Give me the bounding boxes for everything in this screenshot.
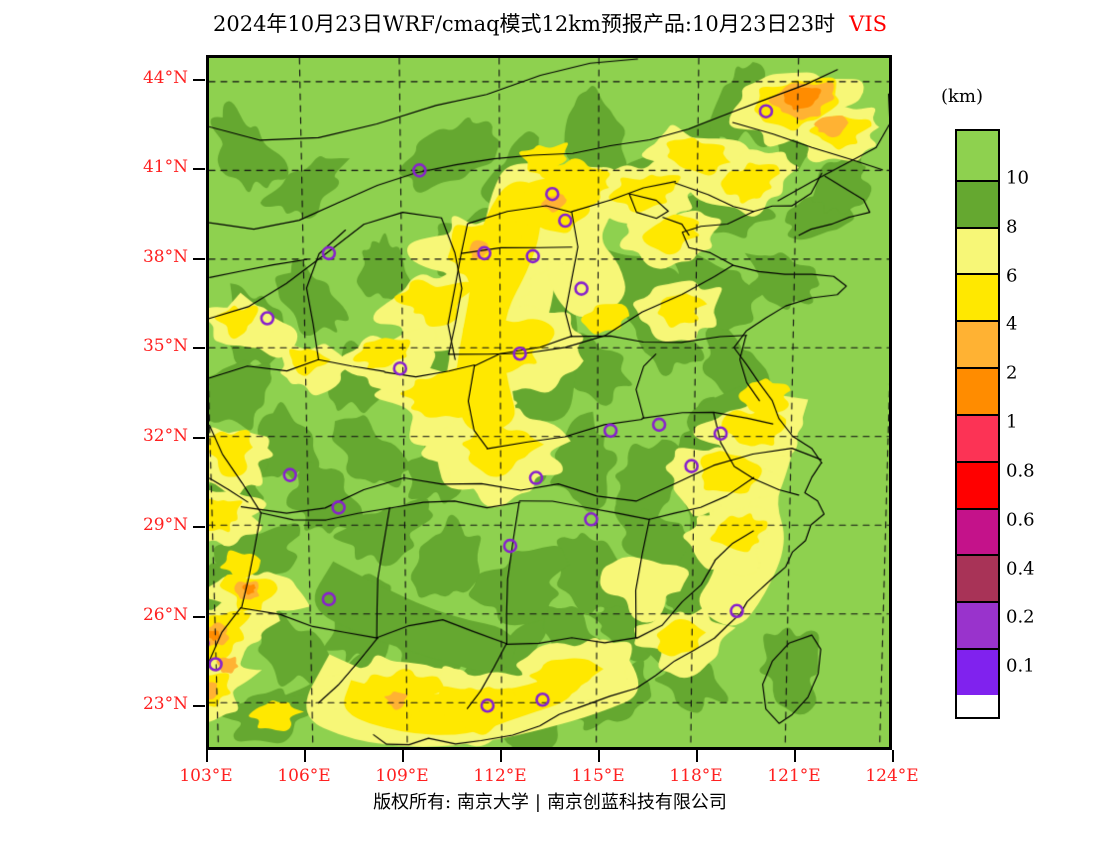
lat-tick-mark: [193, 526, 205, 529]
lon-tick-label: 106°E: [277, 766, 331, 786]
colorbar-tick-label: 1: [1006, 411, 1018, 433]
footer-copyright-text: 版权所有: 南京大学: [373, 792, 529, 813]
colorbar-band: [957, 367, 998, 414]
footer-copyright: 版权所有: 南京大学 | 南京创蓝科技有限公司: [0, 788, 1100, 814]
lat-tick-label: 23°N: [142, 694, 188, 715]
colorbar-band: [957, 460, 998, 508]
lat-tick-label: 26°N: [142, 604, 188, 625]
colorbar-band: [957, 648, 998, 695]
colorbar-band: [957, 507, 998, 555]
colorbar-tick-label: 0.6: [1006, 509, 1035, 531]
lat-tick-mark: [193, 705, 205, 708]
lon-tick-mark: [500, 750, 502, 762]
lon-tick-mark: [892, 750, 894, 762]
page-title: 2024年10月23日WRF/cmaq模式12km预报产品:10月23日23时 V…: [0, 8, 1100, 38]
colorbar-unit-label: (km): [941, 86, 984, 107]
colorbar-tick-label: 4: [1006, 313, 1018, 335]
colorbar-tick-label: 6: [1006, 265, 1018, 286]
lat-tick-label: 29°N: [142, 515, 188, 536]
colorbar-band: [957, 273, 998, 321]
lat-tick-mark: [193, 257, 205, 260]
colorbar-band: [957, 413, 998, 461]
colorbar-tick-label: 0.8: [1006, 460, 1035, 482]
colorbar-tick-label: 0.2: [1006, 606, 1035, 628]
lon-tick-mark: [402, 750, 404, 762]
lat-tick-mark: [193, 615, 205, 618]
colorbar-band: [957, 131, 998, 180]
colorbar-band: [957, 601, 998, 649]
colorbar-band: [957, 179, 998, 227]
lat-tick-mark: [193, 168, 205, 171]
lon-tick-mark: [794, 750, 796, 762]
lon-tick-label: 103°E: [179, 766, 233, 786]
lon-tick-mark: [206, 750, 208, 762]
colorbar-tick-label: 8: [1006, 216, 1018, 238]
footer-company-text: 南京创蓝科技有限公司: [546, 792, 727, 813]
lat-tick-mark: [193, 436, 205, 439]
map-plot-area[interactable]: [206, 55, 892, 750]
colorbar-tick-label: 0.4: [1006, 558, 1035, 579]
colorbar-band: [957, 554, 998, 602]
lon-tick-mark: [598, 750, 600, 762]
lon-tick-label: 124°E: [865, 766, 919, 786]
colorbar-band: [957, 226, 998, 274]
lon-tick-mark: [696, 750, 698, 762]
lon-tick-label: 109°E: [375, 766, 429, 786]
colorbar[interactable]: [955, 129, 1000, 719]
lat-tick-label: 44°N: [142, 67, 188, 88]
lon-tick-mark: [304, 750, 306, 762]
lon-tick-label: 115°E: [571, 766, 625, 786]
lat-tick-label: 32°N: [142, 425, 188, 446]
lon-tick-label: 121°E: [767, 766, 821, 786]
colorbar-tick-label: 10: [1006, 167, 1029, 189]
lat-tick-label: 41°N: [142, 157, 188, 178]
lon-tick-label: 112°E: [473, 766, 527, 786]
lat-tick-label: 38°N: [142, 246, 188, 267]
lat-tick-mark: [193, 78, 205, 81]
footer-separator: |: [534, 792, 541, 813]
lon-tick-label: 118°E: [669, 766, 723, 786]
colorbar-band: [957, 320, 998, 368]
lat-tick-mark: [193, 347, 205, 350]
title-text: 2024年10月23日WRF/cmaq模式12km预报产品:10月23日23时: [212, 12, 836, 36]
lat-tick-label: 35°N: [142, 336, 188, 357]
colorbar-tick-label: 2: [1006, 362, 1018, 384]
colorbar-tick-label: 0.1: [1006, 655, 1035, 677]
title-variable-label: VIS: [849, 12, 888, 36]
visibility-contour-map: [209, 58, 889, 747]
